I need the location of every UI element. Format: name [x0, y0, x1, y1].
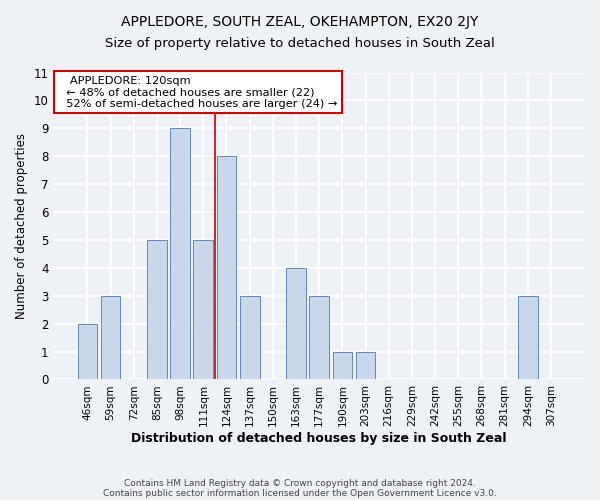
Bar [193, 240, 213, 380]
Bar [518, 296, 538, 380]
Bar [332, 352, 352, 380]
Text: APPLEDORE: 120sqm
  ← 48% of detached houses are smaller (22)
  52% of semi-deta: APPLEDORE: 120sqm ← 48% of detached hous… [59, 76, 337, 109]
Text: APPLEDORE, SOUTH ZEAL, OKEHAMPTON, EX20 2JY: APPLEDORE, SOUTH ZEAL, OKEHAMPTON, EX20 … [121, 15, 479, 29]
Bar [310, 296, 329, 380]
Bar [101, 296, 121, 380]
X-axis label: Distribution of detached houses by size in South Zeal: Distribution of detached houses by size … [131, 432, 507, 445]
Y-axis label: Number of detached properties: Number of detached properties [15, 133, 28, 319]
Bar [240, 296, 260, 380]
Bar [286, 268, 306, 380]
Text: Contains HM Land Registry data © Crown copyright and database right 2024.: Contains HM Land Registry data © Crown c… [124, 478, 476, 488]
Bar [217, 156, 236, 380]
Text: Size of property relative to detached houses in South Zeal: Size of property relative to detached ho… [105, 38, 495, 51]
Text: Contains public sector information licensed under the Open Government Licence v3: Contains public sector information licen… [103, 488, 497, 498]
Bar [356, 352, 376, 380]
Bar [170, 128, 190, 380]
Bar [77, 324, 97, 380]
Bar [147, 240, 167, 380]
